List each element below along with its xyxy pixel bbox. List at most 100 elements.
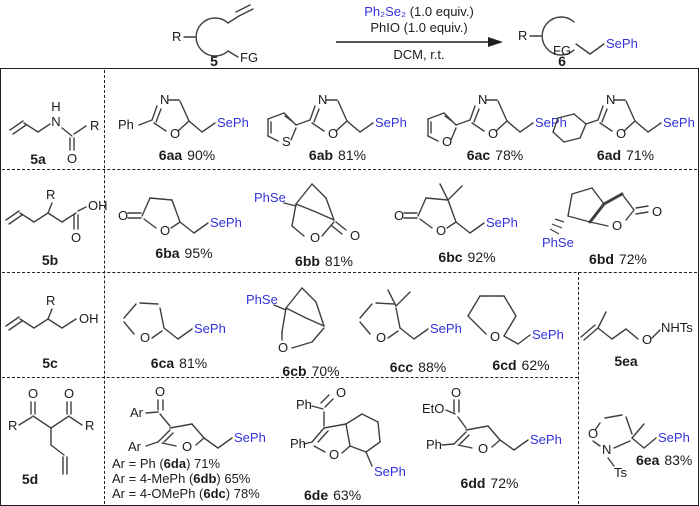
- atom-label-O: O: [350, 228, 360, 243]
- structure-6cd: O SePh: [467, 295, 564, 345]
- caption-6dd: 6dd 72%: [461, 475, 519, 491]
- atom-label-R: R: [518, 28, 527, 43]
- structure-6cc: O SePh: [359, 289, 462, 345]
- atom-label-N: N: [160, 92, 169, 107]
- atom-label-Ph: Ph: [296, 397, 312, 412]
- cell-6ac: O N O SePh 6ac 78%: [420, 80, 570, 163]
- cell-6bc: O O SePh 6bc 92%: [392, 176, 542, 265]
- cell-6dd: EtO O O Ph SePh 6dd 72%: [412, 385, 567, 491]
- structure-5a: H N O R 5a: [9, 99, 99, 167]
- seph-label: SePh: [606, 36, 638, 51]
- compound-yield: 88%: [418, 359, 447, 375]
- divider-row2-row3: [2, 272, 697, 273]
- atom-label-O: O: [652, 204, 662, 219]
- cell-6ba: O O SePh 6ba 95%: [114, 178, 254, 261]
- caption-6ac: 6ac 78%: [467, 147, 523, 163]
- caption-6ad: 6ad 71%: [597, 147, 654, 163]
- caption-6cc: 6cc 88%: [390, 359, 446, 375]
- atom-label-Ph: Ph: [290, 436, 306, 451]
- compound-id: 6bd: [589, 251, 614, 267]
- compound-number-6: 6: [558, 53, 566, 69]
- atom-label-FG: FG: [240, 50, 258, 65]
- atom-label-O: O: [451, 385, 461, 400]
- compound-id: 6cd: [492, 357, 517, 373]
- compound-number-5: 5: [210, 53, 218, 69]
- atom-label-H: H: [51, 99, 60, 114]
- compound-id: 6dd: [460, 475, 486, 491]
- cell-5b: R O OH 5b: [2, 178, 108, 270]
- atom-label-Ar: Ar: [130, 405, 144, 420]
- structure-6bd: O O PhSe: [542, 187, 662, 250]
- atom-label-O: O: [616, 126, 626, 141]
- atom-label-N: N: [318, 92, 327, 107]
- cell-6aa: Ph N O SePh 6aa 90%: [112, 80, 262, 163]
- atom-label-N: N: [602, 442, 611, 457]
- compound-id: 6cc: [389, 359, 414, 375]
- atom-label-O: O: [118, 208, 128, 223]
- seph-label: SePh: [530, 432, 562, 447]
- atom-label-OH: OH: [79, 311, 99, 326]
- seph-label: SePh: [658, 430, 690, 445]
- compound-yield: 62%: [521, 357, 550, 373]
- seph-label: SePh: [532, 327, 564, 342]
- compound-id: 6de: [304, 487, 329, 503]
- cell-6bd: O O PhSe 6bd 72%: [542, 176, 694, 267]
- compound-id: 6ac: [466, 147, 491, 163]
- cell-6cb: PhSe O 6cb 70%: [246, 278, 376, 379]
- atom-label-O: O: [612, 218, 622, 233]
- compound-id: 6ca: [150, 355, 175, 371]
- reagent-line-2: PhIO (1.0 equiv.): [370, 20, 468, 35]
- atom-label-S: S: [282, 134, 291, 149]
- compound-yield: 70%: [311, 363, 340, 379]
- structure-6ea: O N SePh Ts: [588, 414, 690, 480]
- seph-label: SePh: [194, 321, 226, 336]
- atom-label-N: N: [478, 92, 487, 107]
- atom-label-R: R: [85, 418, 94, 433]
- compound-yield: 95%: [184, 245, 213, 261]
- seph-label: SePh: [430, 321, 462, 336]
- compound-yield: 72%: [490, 475, 519, 491]
- caption-6da: Ar = Ph (6da) 71%: [112, 456, 221, 471]
- structure-6ba: O O SePh: [118, 197, 242, 238]
- compound-id: 6ba: [155, 245, 180, 261]
- structure-6de: Ph O O Ph SePh: [290, 385, 406, 479]
- atom-label-O: O: [182, 439, 192, 454]
- structure-6bc: O O SePh: [394, 183, 518, 238]
- structure-6ad: N O SePh: [552, 92, 695, 143]
- caption-6de: 6de 63%: [304, 487, 361, 503]
- caption-6aa: 6aa 90%: [159, 147, 215, 163]
- compound-yield: 81%: [324, 253, 353, 269]
- phse-label: PhSe: [246, 292, 278, 307]
- compound-yield: 92%: [467, 249, 496, 265]
- compound-id: 6cb: [282, 363, 307, 379]
- compound-id: 6bb: [295, 253, 320, 269]
- caption-6cb: 6cb 70%: [282, 363, 339, 379]
- seph-label: SePh: [375, 115, 407, 130]
- cell-6da: O Ar O Ar SePh Ar = Ph (6da) 71% Ar = 4-…: [112, 384, 297, 501]
- seph-label: SePh: [210, 215, 242, 230]
- atom-label-O: O: [588, 426, 598, 441]
- atom-label-Ph: Ph: [426, 437, 442, 452]
- substrate-label-5a: 5a: [30, 151, 46, 167]
- compound-yield: 63%: [333, 487, 362, 503]
- cell-5d: O O R R 5d: [4, 384, 109, 502]
- structure-6da: O Ar O Ar SePh: [128, 384, 266, 454]
- atom-label-O: O: [478, 441, 488, 456]
- structure-substrate-5: R FG 5: [172, 4, 258, 69]
- atom-label-O: O: [329, 447, 339, 462]
- compound-id: 6ad: [596, 147, 622, 163]
- atom-label-O: O: [155, 384, 165, 399]
- atom-label-O: O: [328, 126, 338, 141]
- atom-label-O: O: [64, 386, 74, 401]
- atom-label-R: R: [46, 187, 55, 202]
- seph-label: SePh: [217, 115, 249, 130]
- cell-6de: Ph O O Ph SePh 6de 63%: [290, 385, 430, 503]
- atom-label-O: O: [488, 126, 498, 141]
- atom-label-O: O: [278, 340, 288, 355]
- compound-yield: 71%: [626, 147, 655, 163]
- structure-5d: O O R R 5d: [8, 386, 94, 487]
- reaction-conditions: Ph₂Se₂ (1.0 equiv.) PhIO (1.0 equiv.) DC…: [334, 4, 504, 63]
- atom-label-N: N: [606, 92, 615, 107]
- compound-yield: 78%: [495, 147, 524, 163]
- structure-6dd: EtO O O Ph SePh: [422, 385, 562, 456]
